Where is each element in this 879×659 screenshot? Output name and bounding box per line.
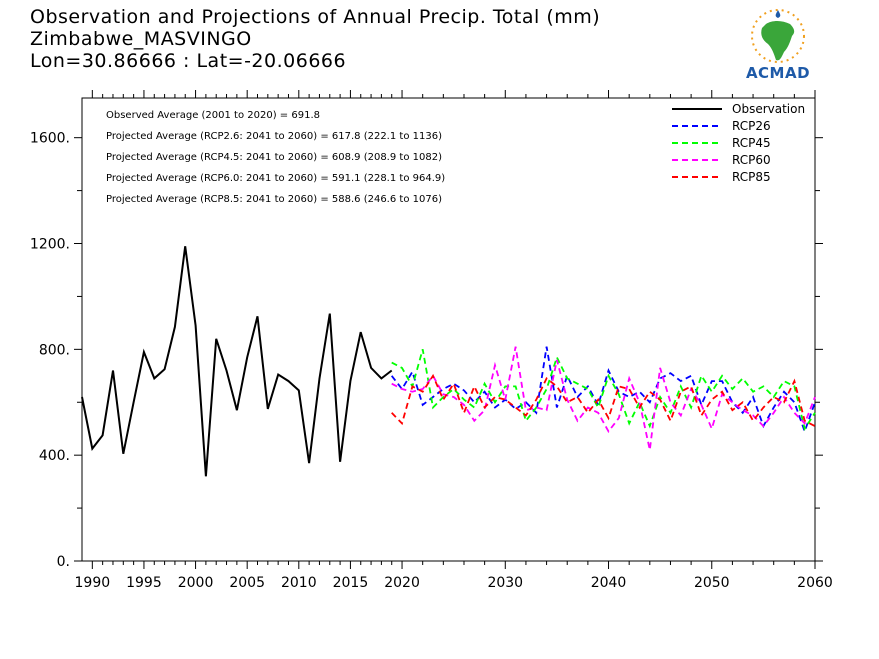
legend-label-rcp85: RCP85	[732, 170, 771, 184]
plot-frame	[81, 97, 816, 562]
legend-label-rcp45: RCP45	[732, 136, 771, 150]
x-tick-label: 1990	[75, 575, 111, 591]
y-tick-label: 1600.	[30, 131, 70, 147]
legend-label-rcp60: RCP60	[732, 153, 771, 167]
x-tick-label: 2030	[487, 575, 523, 591]
x-tick-label: 2015	[333, 575, 369, 591]
axis-ticks: 0. 400. 800. 1200. 1600. 1990 1995 2000 2005 2010…	[30, 90, 833, 591]
legend-label-observation: Observation	[732, 102, 805, 116]
x-tick-label: 2005	[229, 575, 265, 591]
series-layer	[81, 246, 816, 477]
legend-label-rcp26: RCP26	[732, 119, 771, 133]
series-observation	[81, 246, 393, 477]
y-tick-label: 400.	[39, 448, 70, 464]
series-rcp85	[391, 373, 816, 427]
series-rcp60	[391, 346, 816, 451]
series-rcp45	[391, 349, 816, 431]
annotation-rcp26-average: Projected Average (RCP2.6: 2041 to 2060)…	[106, 131, 442, 142]
annotation-rcp85-average: Projected Average (RCP8.5: 2041 to 2060)…	[106, 194, 442, 205]
annotation-rcp60-average: Projected Average (RCP6.0: 2041 to 2060)…	[106, 173, 445, 184]
x-tick-label: 2040	[591, 575, 627, 591]
station-coordinates: Lon=30.86666 : Lat=-20.06666	[30, 50, 347, 72]
x-tick-label: 2000	[178, 575, 214, 591]
plot-region	[81, 97, 816, 562]
y-tick-label: 800.	[39, 342, 70, 358]
chart-title-block: Observation and Projections of Annual Pr…	[30, 6, 600, 72]
annotations: Observed Average (2001 to 2020) = 691.8 …	[106, 110, 445, 205]
x-tick-label: 2050	[694, 575, 730, 591]
legend: Observation RCP26 RCP45 RCP60 RCP85	[672, 102, 805, 184]
x-tick-label: 1995	[126, 575, 162, 591]
annotation-rcp45-average: Projected Average (RCP4.5: 2041 to 2060)…	[106, 152, 442, 163]
x-tick-label: 2020	[384, 575, 420, 591]
station-name: Zimbabwe_MASVINGO	[30, 28, 252, 50]
africa-map-logo-icon	[751, 9, 805, 63]
annotation-observed-average: Observed Average (2001 to 2020) = 691.8	[106, 110, 320, 121]
y-tick-label: 1200.	[30, 237, 70, 253]
logo-text: ACMAD	[745, 64, 811, 82]
chart-title: Observation and Projections of Annual Pr…	[30, 6, 601, 28]
x-tick-label: 2060	[797, 575, 833, 591]
y-tick-label: 0.	[57, 554, 70, 570]
x-tick-label: 2010	[281, 575, 317, 591]
